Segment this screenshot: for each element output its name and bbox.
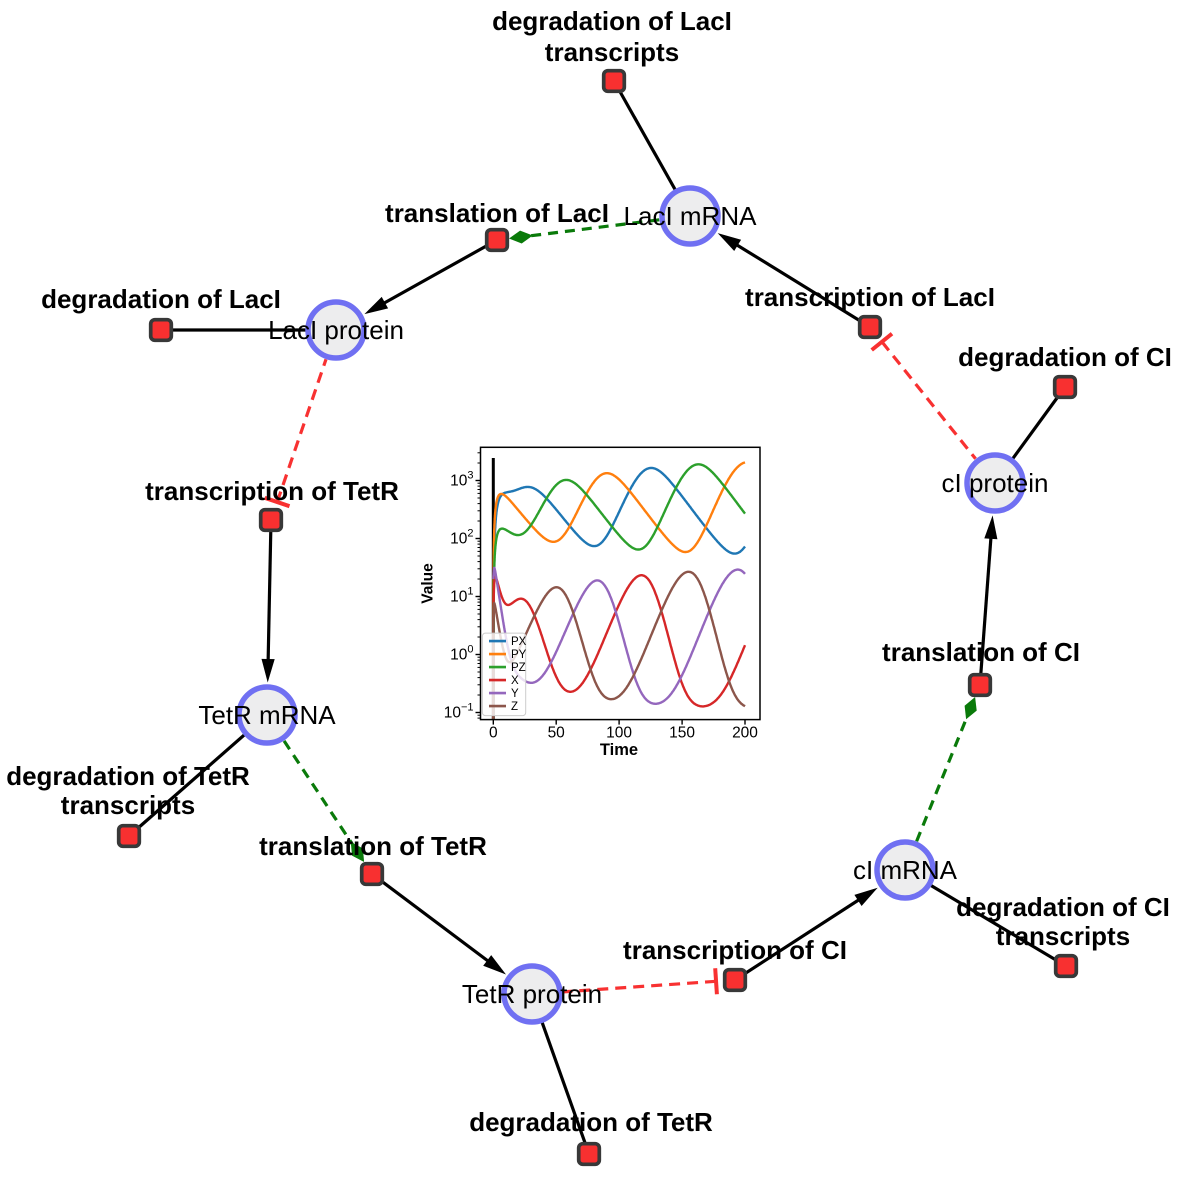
svg-text:translation of TetR: translation of TetR xyxy=(259,831,487,861)
svg-text:degradation of CI: degradation of CI xyxy=(956,892,1170,922)
svg-text:PY: PY xyxy=(511,649,527,661)
svg-text:0: 0 xyxy=(489,725,498,742)
svg-text:Value: Value xyxy=(420,563,437,604)
svg-text:PZ: PZ xyxy=(511,662,526,674)
svg-text:LacI mRNA: LacI mRNA xyxy=(624,201,758,231)
svg-text:TetR protein: TetR protein xyxy=(462,979,602,1009)
svg-text:PX: PX xyxy=(511,636,527,648)
svg-text:degradation of LacI: degradation of LacI xyxy=(492,6,732,36)
svg-text:150: 150 xyxy=(669,725,695,742)
svg-text:translation of CI: translation of CI xyxy=(882,637,1080,667)
svg-text:degradation of TetR: degradation of TetR xyxy=(469,1107,713,1137)
svg-text:degradation of TetR: degradation of TetR xyxy=(6,761,250,791)
svg-text:Y: Y xyxy=(511,688,519,700)
svg-text:degradation of CI: degradation of CI xyxy=(958,342,1172,372)
svg-text:transcripts: transcripts xyxy=(61,790,195,820)
svg-text:transcripts: transcripts xyxy=(996,921,1130,951)
svg-text:200: 200 xyxy=(732,725,758,742)
svg-text:X: X xyxy=(511,675,519,687)
svg-text:Z: Z xyxy=(511,701,518,713)
svg-text:LacI protein: LacI protein xyxy=(268,315,404,345)
svg-text:transcripts: transcripts xyxy=(545,37,679,67)
svg-text:translation of LacI: translation of LacI xyxy=(385,198,609,228)
svg-text:TetR mRNA: TetR mRNA xyxy=(198,700,336,730)
svg-text:cI mRNA: cI mRNA xyxy=(853,855,958,885)
svg-text:50: 50 xyxy=(548,725,566,742)
svg-text:transcription of TetR: transcription of TetR xyxy=(145,476,399,506)
svg-text:transcription of CI: transcription of CI xyxy=(623,935,847,965)
svg-text:Time: Time xyxy=(600,741,638,759)
svg-text:transcription of LacI: transcription of LacI xyxy=(745,282,995,312)
svg-text:100: 100 xyxy=(606,725,632,742)
svg-text:degradation of LacI: degradation of LacI xyxy=(41,284,281,314)
svg-text:cI protein: cI protein xyxy=(942,468,1049,498)
